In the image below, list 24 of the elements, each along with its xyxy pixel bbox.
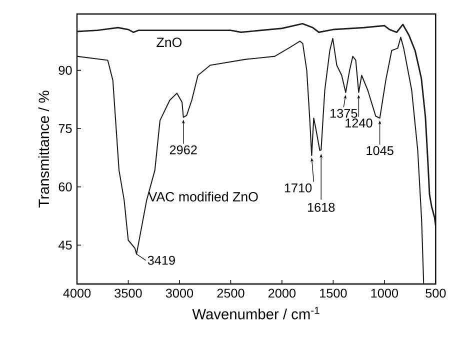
- x-tick-label: 500: [426, 288, 446, 298]
- y-tick-label: 45: [58, 240, 72, 250]
- x-tick-label: 2500: [217, 288, 244, 298]
- x-axis-title: Wavenumber / cm$^{-1}$: [192, 306, 320, 320]
- y-axis-title: Transmittance / %: [38, 90, 50, 208]
- y-tick-label: 75: [58, 124, 72, 134]
- x-tick-label: 2000: [268, 288, 296, 298]
- annotation: 2962: [170, 145, 197, 154]
- line-series: [76, 36, 424, 284]
- annotation: 1375: [330, 108, 358, 118]
- annotation: 3419: [148, 256, 175, 265]
- annotation: 1710: [284, 183, 312, 192]
- y-tick-label: 60: [58, 182, 72, 192]
- annotation: 1045: [366, 146, 394, 156]
- x-tick-label: 3000: [166, 288, 194, 298]
- x-tick-label: 1000: [371, 288, 398, 298]
- series-label: VAC modified ZnO: [148, 192, 258, 202]
- x-tick-label: 4000: [63, 288, 91, 298]
- x-tick-label: 3500: [114, 288, 142, 298]
- y-tick-label: 90: [58, 66, 72, 75]
- annotation: 1240: [346, 118, 372, 128]
- series-label: ZnO: [156, 38, 182, 48]
- annotation: 1618: [308, 202, 335, 212]
- x-tick-label: 1500: [320, 288, 347, 298]
